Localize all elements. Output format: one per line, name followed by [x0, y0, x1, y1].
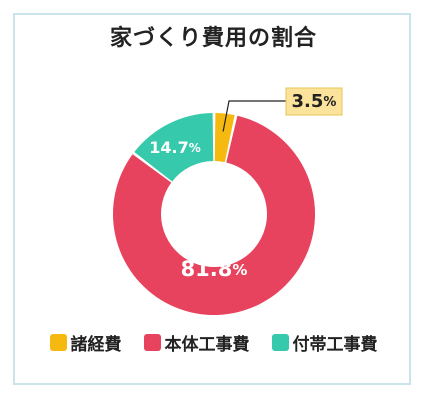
leader-line-misc: [222, 100, 286, 132]
data-label-extra: 14.7%: [149, 138, 201, 157]
chart-title: 家づくり費用の割合: [109, 26, 317, 51]
legend-label-extra: 付帯工事費: [292, 335, 378, 355]
legend: 諸経費 本体工事費 付帯工事費: [0, 330, 427, 355]
legend-label-misc: 諸経費: [70, 335, 122, 355]
slice-misc: [214, 113, 235, 163]
slice-extra: [134, 113, 214, 182]
legend-item-main: 本体工事費: [143, 330, 250, 355]
legend-item-extra: 付帯工事費: [271, 330, 378, 355]
data-label-main: 81.8%: [181, 257, 248, 281]
legend-swatch-main: [143, 334, 161, 351]
legend-swatch-misc: [49, 334, 67, 351]
chart-frame: [13, 13, 411, 385]
legend-swatch-extra: [271, 334, 289, 351]
legend-label-main: 本体工事費: [164, 335, 250, 355]
slice-main: [113, 115, 315, 315]
legend-item-misc: 諸経費: [49, 330, 122, 355]
data-label-misc: 3.5%: [292, 91, 337, 112]
callout-box-misc: [285, 87, 343, 116]
